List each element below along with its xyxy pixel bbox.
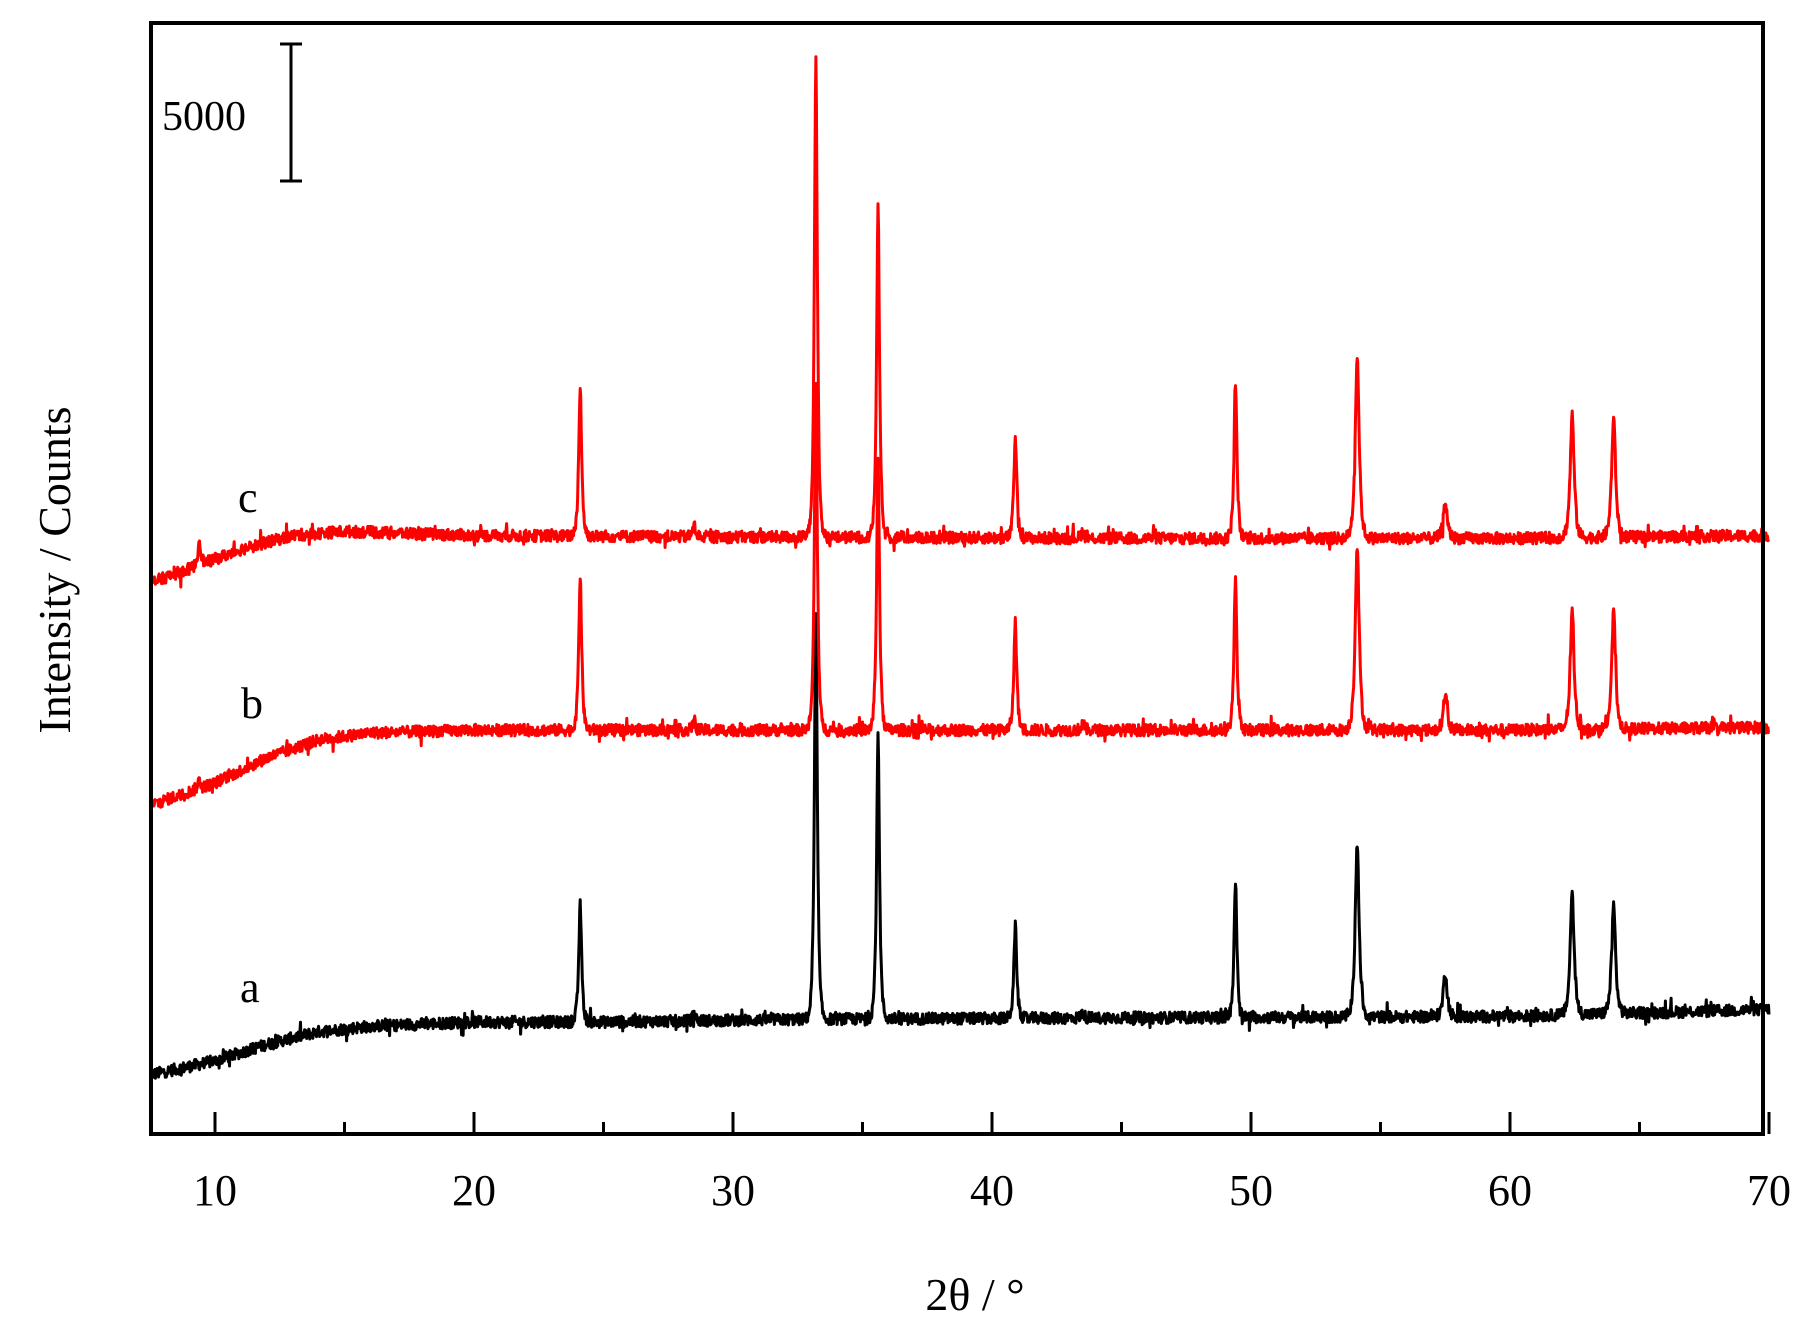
scale-bar-label: 5000 [162, 94, 246, 140]
trace-b [148, 381, 1770, 810]
x-tick-label: 70 [1747, 1166, 1791, 1215]
trace-c [148, 55, 1770, 589]
x-tick-label: 30 [711, 1166, 755, 1215]
x-tick-label: 60 [1488, 1166, 1532, 1215]
trace-label-c: c [238, 473, 258, 522]
x-axis-title: 2θ / ° [925, 1269, 1024, 1320]
x-tick-label: 10 [193, 1166, 237, 1215]
trace-label-b: b [241, 679, 263, 728]
scale-bar: 5000 [162, 42, 302, 183]
trace-a [149, 612, 1771, 1080]
y-axis-title: Intensity / Counts [29, 406, 80, 733]
x-axis-tick-labels: 10 20 30 40 50 60 70 [193, 1166, 1791, 1215]
x-axis-ticks [213, 1112, 1771, 1134]
x-tick-label: 50 [1229, 1166, 1273, 1215]
x-tick-label: 40 [970, 1166, 1014, 1215]
plot-traces [148, 55, 1771, 1080]
plot-frame [149, 21, 1765, 1136]
trace-label-a: a [240, 963, 260, 1012]
x-tick-label: 20 [452, 1166, 496, 1215]
